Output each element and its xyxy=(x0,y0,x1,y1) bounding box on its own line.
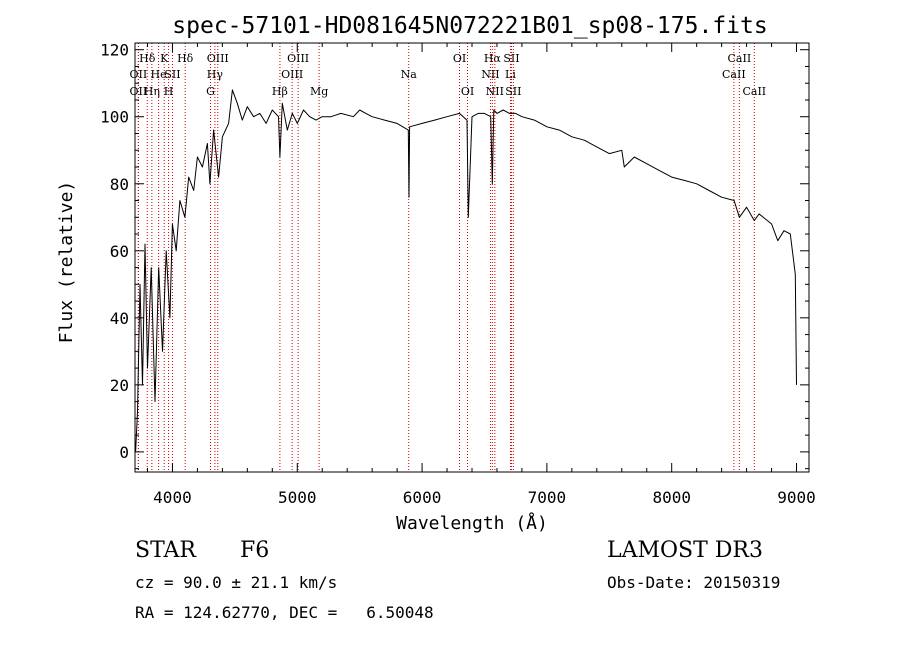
subclass: F6 xyxy=(240,538,270,563)
spectrum-line-flux xyxy=(135,89,797,452)
line-marker-label: Hα xyxy=(484,52,502,65)
line-marker-label: NII xyxy=(481,68,499,81)
line-marker-label: OIII xyxy=(207,52,229,65)
line-marker-label: Hη xyxy=(144,85,160,98)
y-axis: 0 20 40 60 80 100 120 xyxy=(100,41,809,470)
x-tick-label: 8000 xyxy=(652,488,691,507)
line-marker-label: SII xyxy=(164,68,180,81)
line-marker-label: G xyxy=(206,85,215,98)
spectrum-series xyxy=(135,89,797,452)
line-marker-label: SII xyxy=(505,85,521,98)
line-marker-label: CaII xyxy=(722,68,746,81)
object-class: STAR xyxy=(135,538,196,563)
x-tick-label: 5000 xyxy=(278,488,317,507)
line-marker-label: OI xyxy=(461,85,474,98)
line-marker-label: CaII xyxy=(728,52,752,65)
line-marker-label: Na xyxy=(401,68,418,81)
x-tick-label: 9000 xyxy=(777,488,816,507)
y-tick-label: 120 xyxy=(100,41,129,60)
line-marker-label: Mg xyxy=(310,85,328,98)
line-marker-label: OII xyxy=(130,68,148,81)
survey-name: LAMOST DR3 xyxy=(607,538,763,563)
y-tick-label: 20 xyxy=(110,376,129,395)
line-marker-label: OIII xyxy=(287,52,309,65)
line-marker-label: Li xyxy=(505,68,516,81)
line-marker-label: NII xyxy=(486,85,504,98)
line-marker-label: OII xyxy=(130,85,148,98)
coordinates: RA = 124.62770, DEC = 6.50048 xyxy=(135,603,434,622)
line-marker-label: Hδ xyxy=(177,52,194,65)
line-marker-label: OI xyxy=(453,52,466,65)
line-marker-label: He xyxy=(151,68,167,81)
line-marker-label: CaII xyxy=(742,85,766,98)
line-marker-label: OIII xyxy=(281,68,303,81)
line-marker-label: Hδ xyxy=(139,52,156,65)
line-marker-label: Hβ xyxy=(272,85,288,98)
y-tick-label: 60 xyxy=(110,242,129,261)
line-marker-label: K xyxy=(160,52,169,65)
y-tick-label: 100 xyxy=(100,108,129,127)
redshift-velocity: cz = 90.0 ± 21.1 km/s xyxy=(135,573,338,592)
x-tick-label: 7000 xyxy=(528,488,567,507)
line-marker-label: SII xyxy=(503,52,519,65)
y-tick-label: 0 xyxy=(119,443,129,462)
y-tick-label: 80 xyxy=(110,175,129,194)
x-tick-label: 6000 xyxy=(403,488,442,507)
chart-title: spec-57101-HD081645N072221B01_sp08-175.f… xyxy=(172,13,767,39)
x-tick-label: 4000 xyxy=(153,488,192,507)
plot-frame xyxy=(134,42,810,473)
y-axis-label: Flux (relative) xyxy=(56,181,77,344)
observation-date: Obs-Date: 20150319 xyxy=(607,573,781,592)
line-marker-label: H xyxy=(164,85,174,98)
x-axis: 4000 5000 6000 7000 8000 9000 xyxy=(146,43,816,507)
y-tick-label: 40 xyxy=(110,309,129,328)
x-axis-label: Wavelength (Å) xyxy=(396,512,548,534)
line-marker-label: Hγ xyxy=(207,68,224,81)
